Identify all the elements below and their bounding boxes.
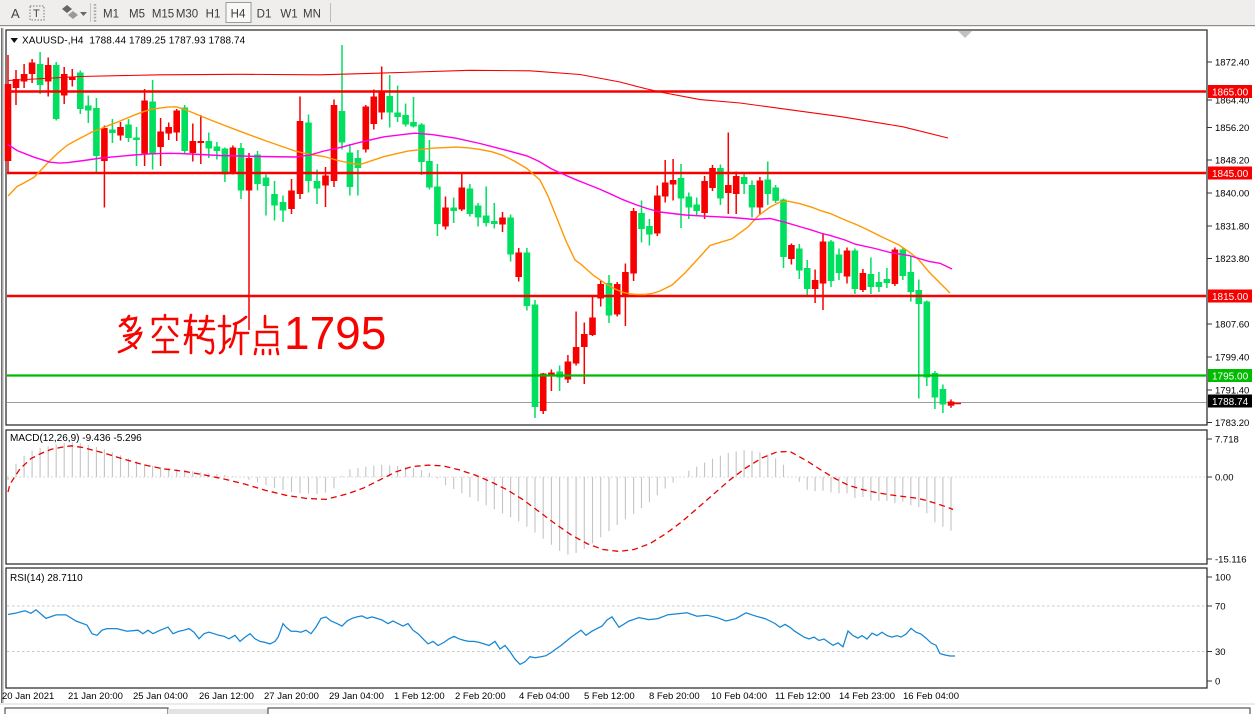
svg-text:25 Jan 04:00: 25 Jan 04:00 xyxy=(133,691,188,702)
svg-text:1795.00: 1795.00 xyxy=(1212,372,1249,383)
svg-text:16 Feb 04:00: 16 Feb 04:00 xyxy=(903,691,959,702)
svg-text:0: 0 xyxy=(1215,677,1220,688)
svg-text:11 Feb 12:00: 11 Feb 12:00 xyxy=(775,691,830,702)
svg-text:-15.116: -15.116 xyxy=(1215,555,1247,566)
svg-text:70: 70 xyxy=(1215,602,1226,613)
svg-text:1815.00: 1815.00 xyxy=(1212,292,1249,303)
svg-text:A: A xyxy=(11,6,20,21)
svg-text:5 Feb 12:00: 5 Feb 12:00 xyxy=(584,691,635,702)
svg-text:H4: H4 xyxy=(231,9,246,21)
svg-text:M30: M30 xyxy=(176,9,198,21)
svg-text:1848.20: 1848.20 xyxy=(1215,156,1249,167)
svg-text:W1: W1 xyxy=(280,9,297,21)
svg-text:M15: M15 xyxy=(152,9,174,21)
svg-text:1 Feb 12:00: 1 Feb 12:00 xyxy=(394,691,445,702)
svg-text:1788.74: 1788.74 xyxy=(1212,397,1249,408)
svg-text:20 Jan 2021: 20 Jan 2021 xyxy=(2,691,54,702)
svg-text:1856.20: 1856.20 xyxy=(1215,123,1249,134)
svg-text:30: 30 xyxy=(1215,647,1226,658)
svg-text:100: 100 xyxy=(1215,573,1231,584)
svg-text:1864.40: 1864.40 xyxy=(1215,96,1249,107)
svg-text:1872.40: 1872.40 xyxy=(1215,58,1249,69)
svg-text:21 Jan 20:00: 21 Jan 20:00 xyxy=(68,691,123,702)
svg-text:1865.00: 1865.00 xyxy=(1212,88,1249,99)
svg-text:1799.40: 1799.40 xyxy=(1215,353,1249,364)
svg-text:2 Feb 20:00: 2 Feb 20:00 xyxy=(455,691,506,702)
svg-text:29 Jan 04:00: 29 Jan 04:00 xyxy=(329,691,384,702)
svg-text:27 Jan 20:00: 27 Jan 20:00 xyxy=(264,691,319,702)
svg-text:26 Jan 12:00: 26 Jan 12:00 xyxy=(199,691,254,702)
svg-text:1840.00: 1840.00 xyxy=(1215,189,1249,200)
svg-text:8 Feb 20:00: 8 Feb 20:00 xyxy=(649,691,700,702)
svg-text:M1: M1 xyxy=(103,9,119,21)
svg-text:10 Feb 04:00: 10 Feb 04:00 xyxy=(711,691,767,702)
svg-text:T: T xyxy=(33,8,40,20)
svg-text:1791.40: 1791.40 xyxy=(1215,386,1249,397)
svg-text:XAUUSD-,H4 1788.44 1789.25 17: XAUUSD-,H4 1788.44 1789.25 1787.93 1788.… xyxy=(22,36,246,47)
svg-text:1783.20: 1783.20 xyxy=(1215,418,1249,429)
svg-text:4 Feb 04:00: 4 Feb 04:00 xyxy=(519,691,570,702)
svg-text:14 Feb 23:00: 14 Feb 23:00 xyxy=(839,691,895,702)
svg-text:7.718: 7.718 xyxy=(1215,435,1239,446)
svg-text:D1: D1 xyxy=(257,9,272,21)
svg-text:1807.60: 1807.60 xyxy=(1215,320,1249,331)
svg-text:0.00: 0.00 xyxy=(1215,473,1234,484)
svg-text:1795: 1795 xyxy=(284,307,386,359)
svg-text:1823.80: 1823.80 xyxy=(1215,254,1249,265)
svg-text:M5: M5 xyxy=(129,9,145,21)
svg-text:RSI(14) 28.7110: RSI(14) 28.7110 xyxy=(10,573,83,584)
svg-text:MACD(12,26,9) -9.436 -5.296: MACD(12,26,9) -9.436 -5.296 xyxy=(10,433,142,444)
svg-text:H1: H1 xyxy=(206,9,221,21)
svg-text:MN: MN xyxy=(303,9,321,21)
svg-text:1845.00: 1845.00 xyxy=(1212,169,1249,180)
svg-text:1831.80: 1831.80 xyxy=(1215,222,1249,233)
